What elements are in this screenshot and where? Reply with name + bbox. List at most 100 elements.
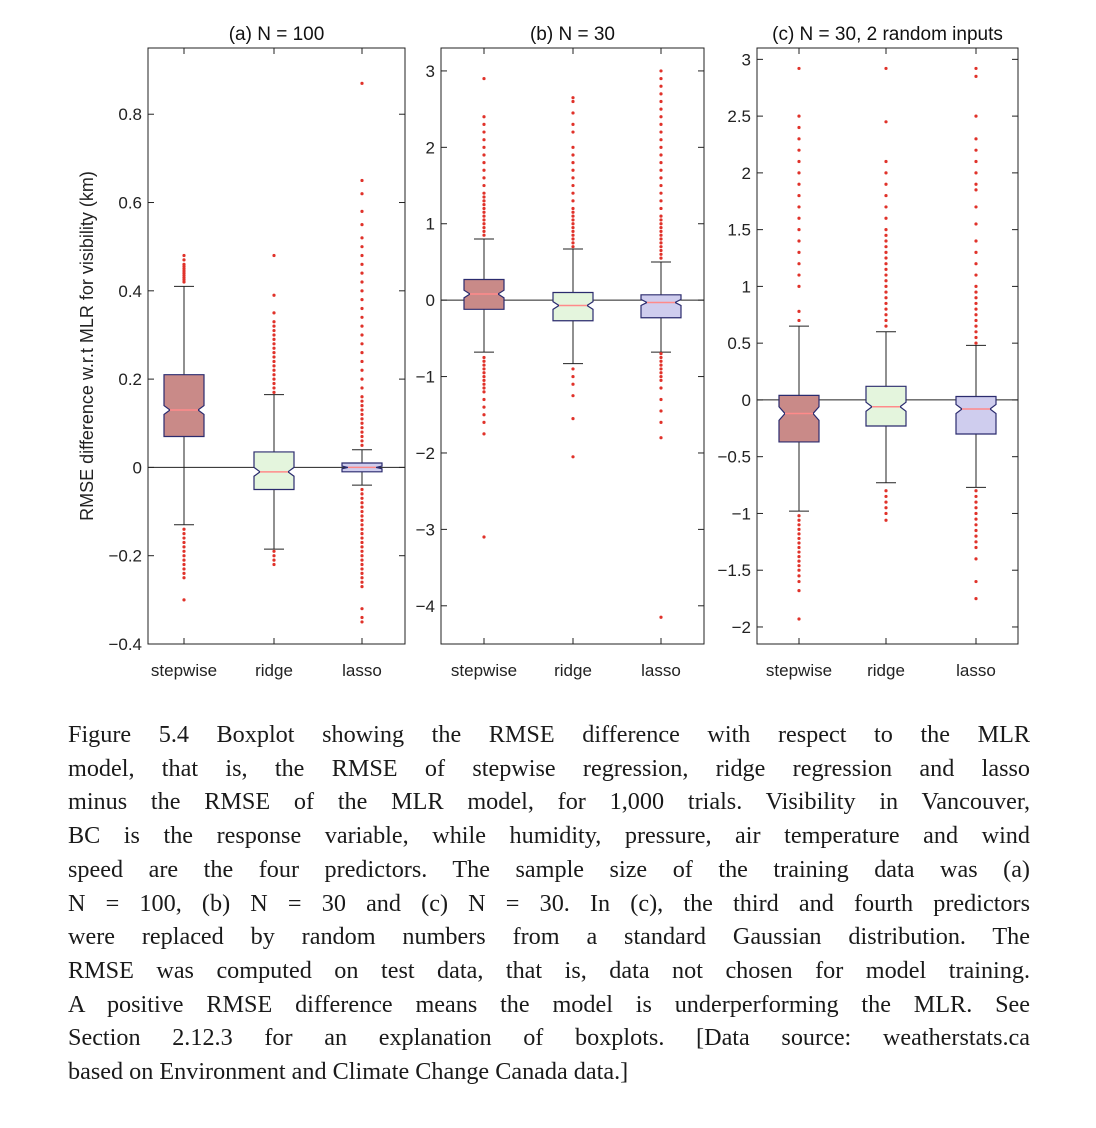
outlier-point	[659, 241, 663, 245]
outlier-point	[182, 576, 186, 580]
outlier-point	[482, 218, 486, 222]
box-ridge	[865, 66, 907, 522]
outlier-point	[659, 359, 663, 363]
caption-line: minus the RMSE of the MLR model, for 1,0…	[68, 788, 1030, 816]
outlier-point	[797, 284, 801, 288]
outlier-point	[659, 233, 663, 237]
outlier-point	[797, 523, 801, 527]
outlier-point	[659, 84, 663, 88]
outlier-point	[482, 122, 486, 127]
outlier-point	[659, 374, 663, 379]
figure-caption: Figure 5.4 Boxplot showing the RMSE diff…	[68, 718, 1030, 1089]
y-tick-label: 0	[426, 291, 435, 310]
outlier-point	[272, 359, 276, 364]
outlier-point	[974, 159, 978, 164]
outlier-point	[797, 518, 801, 522]
outlier-point	[482, 367, 486, 371]
box-body	[955, 395, 997, 435]
outlier-point	[884, 267, 888, 271]
outlier-point	[884, 313, 888, 317]
outlier-point	[482, 130, 486, 134]
outlier-point	[659, 214, 663, 218]
y-tick-label: 0	[742, 391, 751, 410]
outlier-point	[884, 489, 888, 493]
outlier-point	[974, 523, 978, 527]
outlier-point	[797, 193, 801, 198]
outlier-point	[182, 540, 186, 545]
outlier-point	[182, 267, 186, 271]
outlier-point	[482, 382, 486, 386]
outlier-point	[974, 137, 978, 141]
outlier-point	[360, 567, 364, 571]
caption-line: BC is the response variable, while humid…	[68, 822, 1030, 850]
outlier-point	[182, 258, 186, 262]
outlier-point	[659, 206, 663, 211]
outlier-point	[482, 233, 486, 237]
outlier-point	[974, 494, 978, 499]
outlier-point	[797, 273, 801, 277]
outlier-point	[182, 558, 186, 562]
outlier-point	[571, 122, 575, 127]
outlier-point	[182, 280, 186, 284]
outlier-point	[659, 371, 663, 375]
caption-line: based on Environment and Climate Change …	[68, 1058, 629, 1086]
outlier-point	[360, 505, 364, 509]
outlier-point	[884, 250, 888, 254]
outlier-point	[482, 371, 486, 375]
outlier-point	[571, 237, 575, 241]
outlier-point	[974, 534, 978, 538]
box-lasso	[955, 66, 997, 601]
outlier-point	[974, 528, 978, 533]
outlier-point	[182, 545, 186, 549]
outlier-point	[659, 107, 663, 111]
outlier-point	[974, 330, 978, 334]
outlier-point	[571, 222, 575, 226]
outlier-point	[797, 205, 801, 209]
outlier-point	[182, 269, 186, 273]
outlier-point	[360, 315, 364, 319]
y-tick-label: −0.5	[717, 448, 751, 467]
outlier-point	[659, 92, 663, 96]
box-stepwise	[778, 66, 820, 621]
outlier-point	[182, 554, 186, 558]
box-body	[778, 394, 820, 443]
outlier-point	[659, 256, 663, 260]
outlier-point	[974, 318, 978, 323]
outlier-point	[571, 367, 575, 371]
outlier-point	[571, 161, 575, 165]
outlier-point	[571, 245, 575, 249]
outlier-point	[482, 203, 486, 207]
outlier-point	[571, 96, 575, 100]
outlier-point	[974, 239, 978, 243]
outlier-point	[884, 511, 888, 516]
outlier-point	[360, 443, 364, 447]
panel-title: (b) N = 30	[530, 24, 615, 45]
outlier-point	[360, 607, 364, 611]
outlier-point	[974, 273, 978, 277]
outlier-point	[482, 355, 486, 360]
outlier-point	[884, 301, 888, 306]
outlier-point	[884, 273, 888, 277]
outlier-point	[360, 404, 364, 408]
outlier-point	[884, 518, 888, 522]
outlier-point	[360, 496, 364, 500]
panel-title: (c) N = 30, 2 random inputs	[772, 24, 1003, 45]
outlier-point	[571, 229, 575, 233]
outlier-point	[974, 182, 978, 186]
outlier-point	[659, 199, 663, 203]
outlier-point	[884, 296, 888, 300]
x-tick-label: lasso	[342, 661, 382, 680]
outlier-point	[360, 298, 364, 302]
outlier-point	[659, 218, 663, 222]
outlier-point	[571, 374, 575, 379]
outlier-point	[659, 367, 663, 371]
outlier-point	[974, 579, 978, 584]
outlier-point	[974, 250, 978, 254]
y-tick-label: 0	[133, 458, 142, 477]
outlier-point	[360, 545, 364, 549]
outlier-point	[360, 399, 364, 403]
outlier-point	[360, 518, 364, 522]
outlier-point	[360, 417, 364, 421]
outlier-point	[659, 229, 663, 233]
outlier-point	[884, 216, 888, 220]
